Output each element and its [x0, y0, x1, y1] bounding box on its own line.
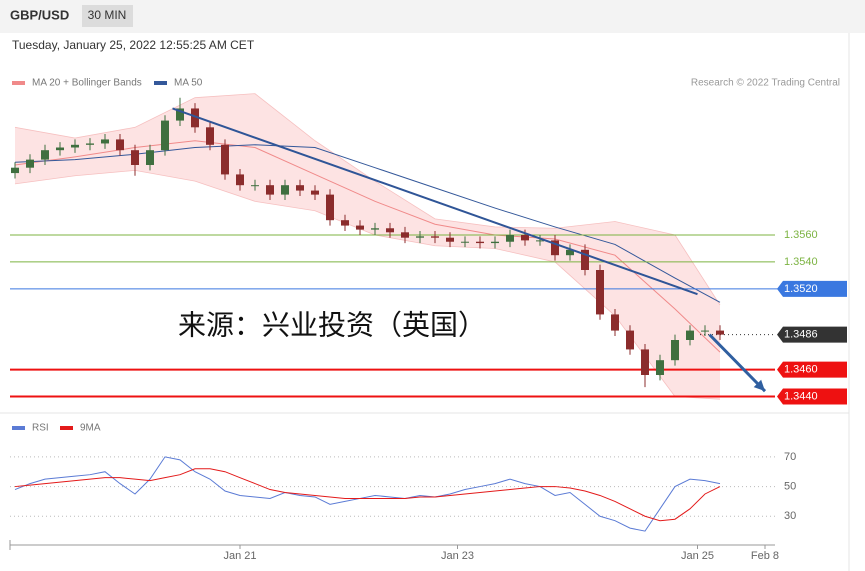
- candle-body: [326, 194, 334, 221]
- band-fill: [15, 93, 720, 400]
- x-tick-label: Jan 23: [441, 550, 474, 562]
- y-tick-label: 30: [784, 510, 796, 522]
- x-tick-label: Jan 21: [223, 550, 256, 562]
- candle-body: [191, 108, 199, 128]
- candle-body: [221, 144, 229, 175]
- legend-swatch: [60, 426, 73, 430]
- candle-body: [656, 360, 664, 375]
- level-box: [777, 361, 847, 378]
- candle-body: [236, 174, 244, 186]
- candle-body: [536, 240, 544, 242]
- candle-body: [11, 167, 19, 174]
- candle-body: [266, 185, 274, 195]
- x-tick-label: Feb 8: [751, 550, 779, 562]
- level-label: 1.3520: [784, 283, 818, 295]
- candle-body: [551, 240, 559, 256]
- candle-body: [611, 314, 619, 331]
- candle-body: [701, 330, 709, 332]
- legend-swatch: [12, 426, 25, 430]
- candle-body: [581, 249, 589, 270]
- candle-body: [716, 330, 724, 335]
- candle-body: [371, 228, 379, 230]
- y-tick-label: 50: [784, 480, 796, 492]
- candle-body: [311, 190, 319, 195]
- level-box: [777, 388, 847, 405]
- credit: Research © 2022 Trading Central: [691, 78, 840, 89]
- legend-swatch: [12, 81, 25, 85]
- candle-body: [596, 270, 604, 315]
- candle-body: [86, 143, 94, 145]
- candle-body: [131, 150, 139, 165]
- candle-body: [71, 144, 79, 148]
- rsi-line: [14, 456, 721, 532]
- trendline: [172, 107, 698, 296]
- candle-body: [161, 120, 169, 151]
- candle-body: [491, 241, 499, 244]
- candle-body: [641, 349, 649, 375]
- level-label: 1.3540: [784, 256, 818, 268]
- forecast-arrow: [708, 333, 767, 393]
- legend-label: 9MA: [80, 423, 101, 434]
- candle-body: [476, 241, 484, 244]
- timeframe-badge: [82, 5, 133, 27]
- candle-body: [686, 330, 694, 340]
- y-tick-label: 70: [784, 451, 796, 463]
- candle-body: [41, 150, 49, 160]
- candle-body: [416, 236, 424, 238]
- candle-body: [101, 139, 109, 144]
- subtitle: Tuesday, January 25, 2022 12:55:25 AM CE…: [12, 38, 255, 52]
- legend-label: RSI: [32, 423, 49, 434]
- candle-body: [431, 236, 439, 238]
- candle-body: [506, 235, 514, 242]
- legend-swatch: [154, 81, 167, 85]
- header-bar: [0, 0, 865, 33]
- level-label: 1.3460: [784, 364, 818, 376]
- rsi-line: [14, 468, 721, 522]
- level-label: 1.3486: [784, 329, 818, 341]
- candle-body: [356, 225, 364, 230]
- candle-body: [626, 330, 634, 350]
- candle-body: [566, 249, 574, 256]
- candle-body: [206, 127, 214, 145]
- candle-body: [251, 185, 259, 187]
- chart-title: GBP/USD: [10, 7, 69, 22]
- candle-body: [26, 159, 34, 168]
- watermark: 来源：兴业投资（英国）: [178, 309, 486, 340]
- candle-body: [281, 185, 289, 195]
- legend-label: MA 50: [174, 78, 203, 89]
- candle-body: [56, 147, 64, 151]
- level-box: [777, 280, 847, 297]
- candle-body: [341, 220, 349, 226]
- arrow-head: [753, 379, 765, 392]
- level-label: 1.3440: [784, 390, 818, 402]
- candle-body: [521, 235, 529, 241]
- candle-body: [146, 150, 154, 165]
- candle-body: [401, 232, 409, 238]
- candle-body: [386, 228, 394, 233]
- candle-body: [176, 108, 184, 121]
- candle-body: [446, 237, 454, 242]
- candle-body: [296, 185, 304, 191]
- x-tick-label: Jan 25: [681, 550, 714, 562]
- level-label: 1.3560: [784, 229, 818, 241]
- level-box: [777, 326, 847, 343]
- candle-body: [116, 139, 124, 151]
- candle-body: [461, 241, 469, 243]
- timeframe: 30 MIN: [88, 8, 127, 22]
- candle-body: [671, 340, 679, 361]
- legend-label: MA 20 + Bollinger Bands: [32, 78, 142, 89]
